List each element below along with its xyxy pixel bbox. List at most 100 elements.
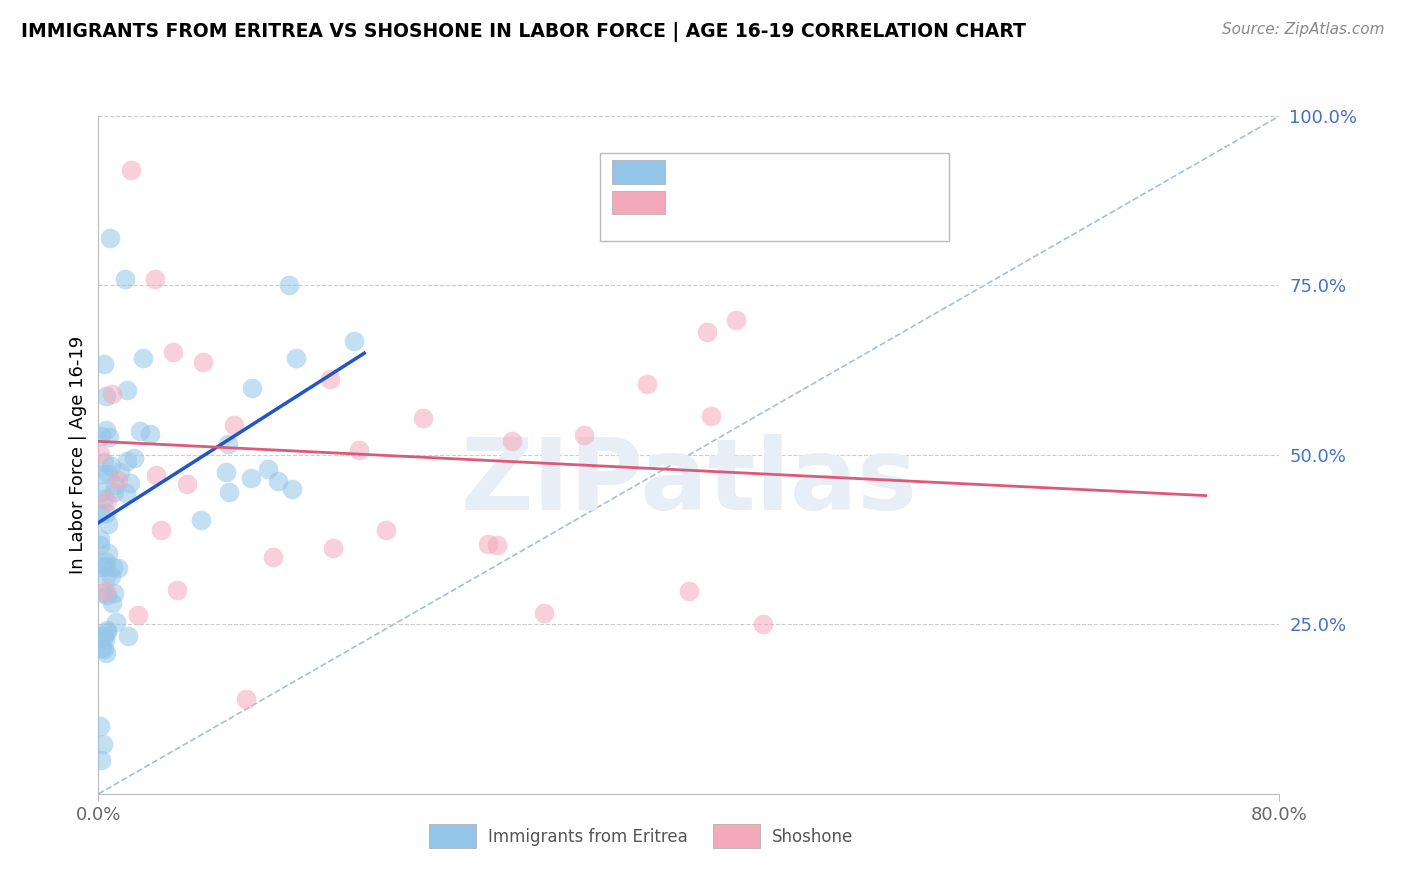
Point — [240, 470, 263, 484]
Point — [501, 434, 523, 449]
Point — [107, 561, 129, 575]
Point — [94, 389, 117, 403]
Point — [89, 538, 111, 552]
Point — [166, 583, 188, 598]
Point — [222, 417, 245, 432]
Point — [93, 455, 115, 469]
Point — [215, 465, 238, 479]
Point — [93, 641, 115, 656]
Bar — [429, 824, 477, 848]
Text: R =  0.287: R = 0.287 — [678, 162, 799, 182]
Point — [94, 555, 117, 569]
Point — [139, 427, 162, 442]
Point — [257, 462, 280, 476]
Point — [117, 629, 139, 643]
Point — [103, 484, 125, 499]
Y-axis label: In Labor Force | Age 16-19: In Labor Force | Age 16-19 — [69, 335, 87, 574]
Text: IMMIGRANTS FROM ERITREA VS SHOSHONE IN LABOR FORCE | AGE 16-19 CORRELATION CHART: IMMIGRANTS FROM ERITREA VS SHOSHONE IN L… — [21, 22, 1026, 42]
Point — [278, 278, 301, 293]
Point — [122, 451, 145, 466]
Point — [93, 357, 115, 371]
Point — [96, 493, 118, 508]
Point — [90, 560, 112, 574]
Point — [93, 492, 115, 507]
Point — [143, 271, 166, 285]
Point — [235, 692, 257, 706]
Point — [96, 588, 118, 602]
Point — [89, 506, 111, 520]
Text: Shoshone: Shoshone — [772, 828, 853, 846]
Point — [100, 568, 122, 582]
Point — [533, 606, 555, 620]
Point — [267, 475, 290, 489]
Point — [96, 623, 118, 637]
Point — [96, 568, 118, 582]
Point — [93, 629, 115, 643]
FancyBboxPatch shape — [600, 153, 949, 242]
Point — [91, 640, 114, 655]
Point — [120, 163, 142, 178]
Point — [284, 351, 307, 366]
Point — [97, 516, 120, 531]
Point — [91, 585, 114, 599]
Point — [104, 615, 127, 629]
Point — [190, 513, 212, 527]
Point — [90, 753, 112, 767]
Point — [162, 345, 184, 359]
Point — [101, 387, 124, 401]
Point — [700, 409, 723, 424]
Point — [218, 485, 240, 500]
Point — [96, 545, 118, 559]
Point — [89, 532, 111, 546]
Point — [319, 372, 342, 386]
Bar — [612, 191, 665, 214]
Point — [281, 482, 304, 496]
Point — [176, 476, 198, 491]
Point — [98, 231, 121, 245]
Point — [696, 325, 718, 339]
Point — [486, 538, 509, 552]
Bar — [612, 160, 665, 184]
Point — [477, 537, 499, 551]
Point — [94, 423, 117, 437]
Text: Immigrants from Eritrea: Immigrants from Eritrea — [488, 828, 688, 846]
Point — [115, 485, 138, 500]
Point — [100, 459, 122, 474]
Point — [145, 467, 167, 482]
Point — [104, 478, 127, 492]
Text: R = -0.058: R = -0.058 — [678, 194, 799, 212]
Point — [94, 506, 117, 520]
Text: ZIPatlas: ZIPatlas — [461, 434, 917, 531]
Point — [96, 625, 118, 640]
Text: Source: ZipAtlas.com: Source: ZipAtlas.com — [1222, 22, 1385, 37]
Point — [129, 424, 152, 438]
Point — [91, 737, 114, 751]
Point — [91, 467, 114, 481]
Point — [115, 454, 138, 468]
Point — [101, 596, 124, 610]
Point — [217, 437, 239, 451]
Point — [114, 271, 136, 285]
Text: N = 65: N = 65 — [831, 162, 904, 182]
Point — [94, 646, 117, 660]
Point — [107, 473, 129, 487]
Point — [752, 617, 775, 632]
Point — [94, 559, 117, 574]
Point — [132, 351, 155, 365]
Point — [103, 559, 125, 574]
Point — [93, 583, 115, 598]
Bar — [713, 824, 759, 848]
Point — [108, 465, 131, 479]
Point — [191, 354, 214, 368]
Point — [98, 430, 121, 444]
Point — [240, 381, 263, 395]
Point — [89, 719, 111, 733]
Point — [149, 524, 172, 538]
Point — [90, 485, 112, 500]
Point — [678, 583, 700, 598]
Point — [724, 313, 747, 327]
Point — [97, 467, 120, 482]
Point — [322, 541, 344, 555]
Point — [90, 429, 112, 443]
Point — [636, 376, 658, 391]
